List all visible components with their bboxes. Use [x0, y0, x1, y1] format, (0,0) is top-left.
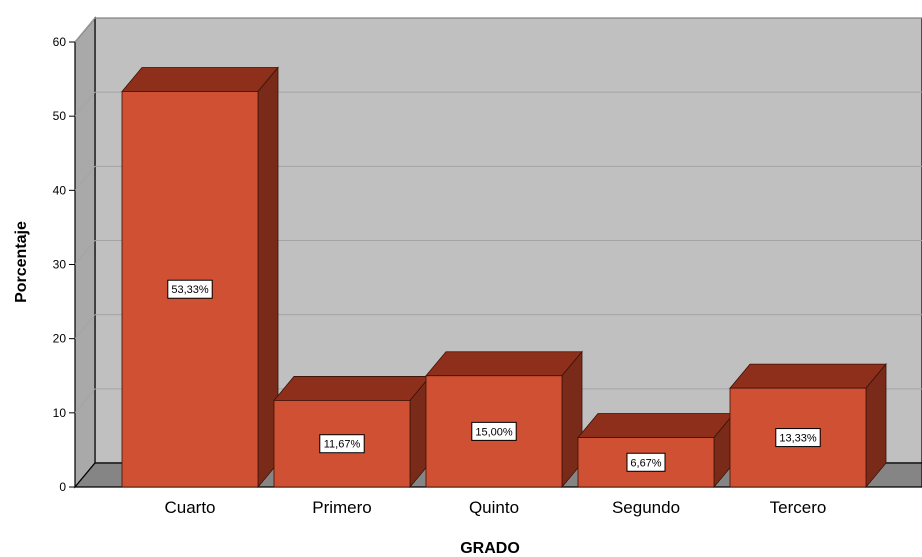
y-tick-label: 60	[53, 35, 67, 49]
bar: 6,67%	[577, 412, 735, 489]
bar: 11,67%	[273, 375, 431, 489]
y-tick-label: 40	[53, 183, 67, 197]
bars: 53,33% 11,67% 15,00% 6,67% 13,33%	[121, 66, 887, 489]
data-label-box	[626, 452, 666, 472]
x-category-label: Tercero	[770, 498, 827, 517]
data-label-box	[775, 428, 821, 448]
gridline-side	[74, 17, 96, 43]
data-label: 6,67%	[630, 457, 661, 469]
bar: 53,33%	[121, 66, 279, 489]
y-axis-ticks: 0 10 20 30 40 50 60	[53, 35, 75, 494]
x-axis-title: GRADO	[460, 540, 520, 557]
y-tick-label: 10	[53, 406, 67, 420]
data-label: 13,33%	[779, 433, 817, 445]
gridline-side	[74, 388, 96, 414]
bar-top	[577, 413, 735, 438]
bar: 15,00%	[425, 350, 583, 489]
gridline-side	[74, 240, 96, 265]
bar-top	[121, 67, 279, 92]
gridline-side	[74, 91, 96, 117]
bar-top	[273, 376, 431, 401]
x-category-label: Quinto	[469, 498, 519, 517]
data-label: 11,67%	[324, 439, 361, 451]
y-tick-label: 20	[53, 332, 67, 346]
x-category-label: Cuarto	[164, 498, 215, 517]
bar-top	[425, 351, 583, 377]
x-axis-labels: Cuarto Primero Quinto Segundo Tercero	[164, 498, 826, 517]
bar: 13,33%	[729, 363, 887, 489]
gridline-side	[74, 314, 96, 339]
y-tick-label: 0	[59, 480, 66, 494]
data-label: 53,33%	[171, 284, 209, 296]
data-label-box	[471, 421, 517, 441]
y-axis-title: Porcentaje	[13, 221, 30, 303]
x-category-label: Primero	[312, 498, 372, 517]
x-category-label: Segundo	[612, 498, 680, 517]
gridline-side	[74, 166, 96, 191]
bar-top	[729, 363, 887, 389]
data-label: 15,00%	[475, 426, 513, 438]
data-label-box	[167, 279, 213, 299]
y-tick-label: 50	[53, 109, 67, 123]
y-tick-label: 30	[53, 258, 67, 272]
data-label-box	[319, 434, 365, 454]
